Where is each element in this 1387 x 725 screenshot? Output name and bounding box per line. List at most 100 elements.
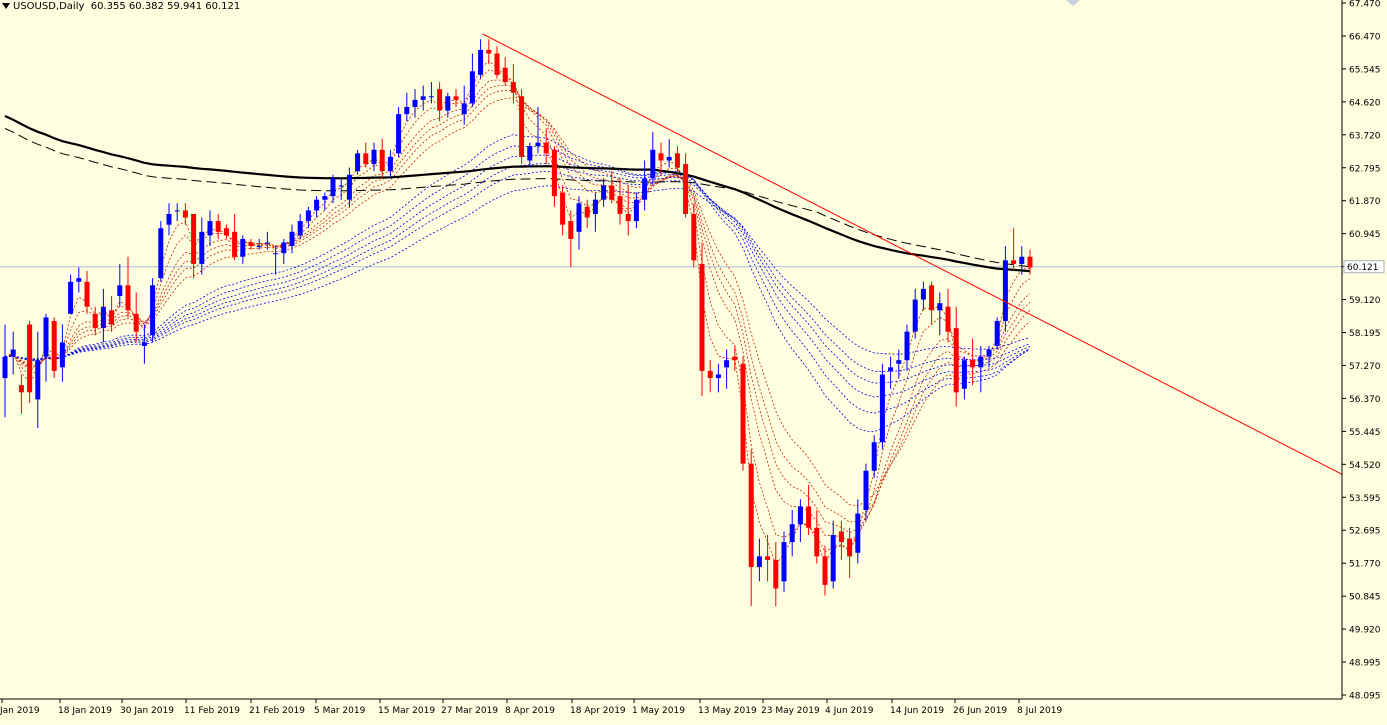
- candle[interactable]: [912, 288, 918, 339]
- candle[interactable]: [502, 57, 508, 86]
- candle[interactable]: [888, 356, 894, 389]
- candle[interactable]: [756, 538, 762, 582]
- candle[interactable]: [2, 324, 8, 418]
- candle[interactable]: [838, 520, 844, 560]
- candle[interactable]: [879, 363, 885, 450]
- candle[interactable]: [379, 139, 385, 179]
- trendline-layer[interactable]: [482, 33, 1343, 475]
- candle[interactable]: [1019, 246, 1025, 275]
- candle[interactable]: [650, 131, 656, 186]
- candle[interactable]: [1027, 249, 1033, 275]
- candle[interactable]: [478, 39, 484, 79]
- candle[interactable]: [412, 89, 418, 118]
- candle[interactable]: [929, 281, 935, 325]
- candle[interactable]: [240, 235, 246, 264]
- candle[interactable]: [76, 267, 82, 293]
- candle[interactable]: [10, 331, 16, 375]
- candle[interactable]: [847, 527, 853, 578]
- candle[interactable]: [117, 263, 123, 307]
- candle[interactable]: [683, 153, 689, 218]
- candle[interactable]: [428, 82, 434, 104]
- candle[interactable]: [814, 509, 820, 564]
- candle[interactable]: [625, 185, 631, 236]
- candle[interactable]: [978, 345, 984, 393]
- candle[interactable]: [519, 89, 525, 165]
- candle[interactable]: [68, 274, 74, 314]
- candle[interactable]: [609, 171, 615, 204]
- candle[interactable]: [182, 203, 188, 225]
- candle[interactable]: [789, 509, 795, 557]
- dropdown-triangle-icon[interactable]: [2, 3, 10, 9]
- candle[interactable]: [740, 356, 746, 471]
- candle[interactable]: [592, 192, 598, 232]
- candle[interactable]: [822, 545, 828, 596]
- chart-shift-icon[interactable]: [1066, 0, 1080, 6]
- candle[interactable]: [806, 485, 812, 535]
- candle[interactable]: [576, 196, 582, 250]
- candle[interactable]: [699, 242, 705, 396]
- candle[interactable]: [633, 192, 639, 229]
- candle[interactable]: [133, 292, 139, 343]
- candle[interactable]: [100, 288, 106, 343]
- candle[interactable]: [125, 256, 131, 318]
- candle[interactable]: [248, 238, 254, 250]
- candle[interactable]: [387, 149, 393, 179]
- candle[interactable]: [896, 349, 902, 379]
- candle[interactable]: [281, 238, 287, 264]
- candle[interactable]: [773, 542, 779, 607]
- candle[interactable]: [551, 146, 557, 207]
- candle[interactable]: [674, 146, 680, 179]
- candle[interactable]: [707, 360, 713, 393]
- candle[interactable]: [322, 192, 328, 211]
- candle[interactable]: [338, 178, 344, 200]
- candle[interactable]: [215, 213, 221, 239]
- candle[interactable]: [420, 85, 426, 111]
- candle[interactable]: [945, 288, 951, 343]
- candle[interactable]: [150, 278, 156, 343]
- candle[interactable]: [920, 281, 926, 311]
- candle[interactable]: [355, 149, 361, 175]
- candle[interactable]: [158, 221, 164, 282]
- candles-layer[interactable]: [2, 39, 1033, 607]
- candle[interactable]: [732, 345, 738, 371]
- candle[interactable]: [166, 203, 172, 236]
- candle[interactable]: [273, 246, 279, 275]
- candle[interactable]: [871, 435, 877, 478]
- candle[interactable]: [830, 520, 836, 589]
- candle[interactable]: [781, 531, 787, 593]
- candle[interactable]: [35, 331, 41, 428]
- candle[interactable]: [584, 199, 590, 229]
- candle[interactable]: [199, 217, 205, 275]
- candle[interactable]: [855, 499, 861, 564]
- candle[interactable]: [953, 306, 959, 407]
- candle[interactable]: [404, 92, 410, 122]
- candle[interactable]: [986, 345, 992, 368]
- candle[interactable]: [141, 324, 147, 364]
- candle[interactable]: [469, 53, 475, 107]
- candle[interactable]: [748, 449, 754, 607]
- trendline[interactable]: [482, 33, 1343, 475]
- candle[interactable]: [1002, 246, 1008, 332]
- candle[interactable]: [43, 313, 49, 382]
- candle[interactable]: [461, 85, 467, 125]
- candle[interactable]: [1011, 228, 1017, 272]
- candle[interactable]: [642, 160, 648, 211]
- candle[interactable]: [371, 142, 377, 172]
- candle[interactable]: [346, 167, 352, 207]
- candle[interactable]: [92, 306, 98, 336]
- candle[interactable]: [724, 349, 730, 389]
- candle[interactable]: [568, 210, 574, 268]
- candle[interactable]: [232, 213, 238, 261]
- candle[interactable]: [863, 463, 869, 521]
- candle[interactable]: [174, 203, 180, 222]
- candle[interactable]: [601, 178, 607, 207]
- candle[interactable]: [691, 203, 697, 268]
- candle[interactable]: [510, 64, 516, 104]
- candle[interactable]: [658, 142, 664, 175]
- candle[interactable]: [535, 106, 541, 154]
- candle[interactable]: [297, 213, 303, 239]
- candle[interactable]: [289, 224, 295, 254]
- candle[interactable]: [264, 231, 270, 250]
